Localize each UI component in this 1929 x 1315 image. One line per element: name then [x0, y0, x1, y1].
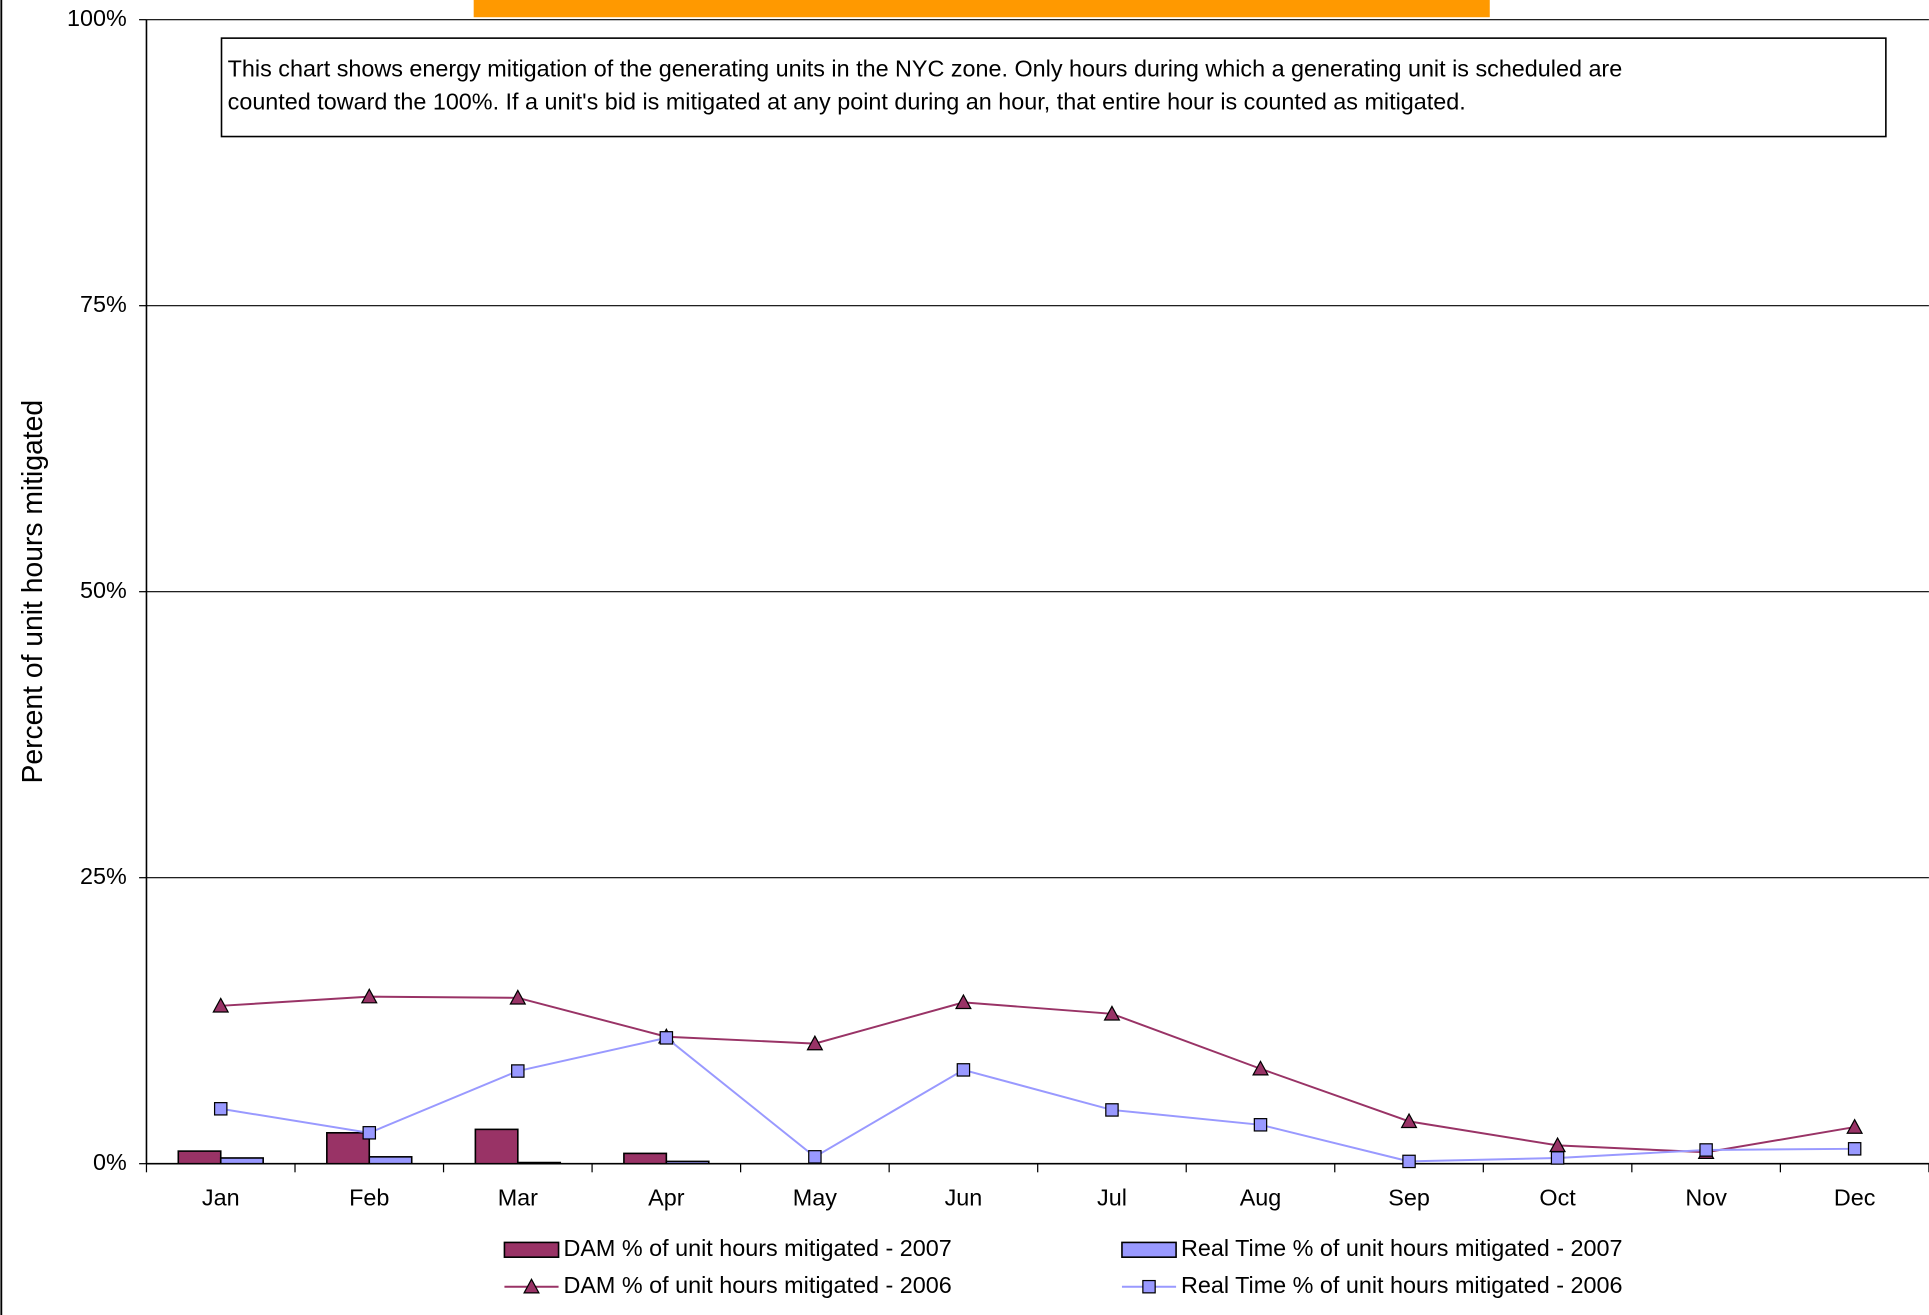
legend-label: DAM % of unit hours mitigated - 2007	[563, 1235, 951, 1261]
line-marker	[806, 1034, 824, 1051]
line-marker	[1105, 1103, 1119, 1117]
line-marker	[1142, 1279, 1156, 1294]
legend-item: Real Time % of unit hours mitigated - 20…	[1121, 1272, 1622, 1298]
x-tick-label: Mar	[498, 1185, 538, 1211]
line-marker	[511, 1064, 525, 1078]
y-tick-label: 25%	[80, 863, 127, 889]
bar	[517, 1161, 562, 1165]
x-tick-label: May	[793, 1185, 837, 1211]
line-marker	[1103, 1005, 1121, 1021]
y-tick-label: 50%	[80, 577, 127, 603]
bar	[368, 1156, 413, 1165]
line-marker	[362, 1126, 377, 1140]
line-marker	[1699, 1143, 1713, 1157]
legend-item: DAM % of unit hours mitigated - 2007	[503, 1235, 952, 1261]
legend-label: Real Time % of unit hours mitigated - 20…	[1181, 1235, 1622, 1261]
bar	[326, 1132, 371, 1165]
line-marker	[1846, 1118, 1864, 1134]
line-marker	[509, 989, 527, 1005]
line-marker	[523, 1278, 540, 1294]
line-marker	[213, 1102, 228, 1116]
plot-area: 0% 25% 50% 75% 100% Jan Feb Mar Apr May Jun Jul Aug S…	[67, 5, 1929, 1211]
series-line	[220, 1036, 1855, 1163]
x-tick-label: Sep	[1388, 1185, 1430, 1211]
series-line	[220, 995, 1855, 1154]
line-marker	[1402, 1154, 1416, 1169]
title-banner	[473, 0, 1490, 18]
note-line: counted toward the 100%. If a unit's bid…	[228, 89, 1466, 115]
x-tick-label: Apr	[648, 1185, 685, 1211]
line-marker	[659, 1031, 674, 1045]
x-tick-label: Oct	[1539, 1185, 1576, 1211]
x-tick-label: Jan	[202, 1185, 240, 1211]
x-tick-label: Nov	[1685, 1185, 1727, 1211]
bar	[219, 1157, 264, 1165]
legend-label: DAM % of unit hours mitigated - 2006	[563, 1272, 951, 1298]
line-marker	[808, 1150, 822, 1164]
legend-swatch	[503, 1241, 560, 1258]
y-tick-label: 75%	[80, 291, 127, 317]
x-tick-label: Dec	[1834, 1185, 1876, 1211]
x-tick-label: Aug	[1240, 1185, 1282, 1211]
line-marker	[955, 993, 972, 1010]
bar	[623, 1152, 668, 1165]
legend-item: DAM % of unit hours mitigated - 2006	[504, 1272, 952, 1298]
x-tick-label: Feb	[349, 1185, 389, 1211]
note-box	[220, 37, 1887, 138]
legend-label: Real Time % of unit hours mitigated - 20…	[1181, 1272, 1622, 1298]
y-tick-label: 0%	[93, 1149, 127, 1175]
x-tick-label: Jul	[1097, 1185, 1127, 1211]
y-axis-label: Percent of unit hours mitigated	[16, 400, 48, 784]
line-marker	[1847, 1142, 1862, 1156]
line-marker	[212, 997, 230, 1013]
line-marker	[1252, 1060, 1269, 1076]
line-marker	[360, 988, 378, 1004]
legend-item: Real Time % of unit hours mitigated - 20…	[1121, 1235, 1622, 1261]
note-line: This chart shows energy mitigation of th…	[228, 55, 1623, 81]
legend-swatch	[1121, 1241, 1177, 1258]
line-marker	[1550, 1151, 1565, 1165]
line-marker	[956, 1063, 971, 1077]
bar	[665, 1160, 710, 1165]
bar	[474, 1128, 519, 1165]
line-marker	[1400, 1112, 1418, 1129]
line-marker	[1253, 1118, 1268, 1132]
x-tick-label: Jun	[945, 1185, 983, 1211]
y-tick-label: 100%	[67, 5, 127, 31]
bar	[177, 1150, 222, 1165]
